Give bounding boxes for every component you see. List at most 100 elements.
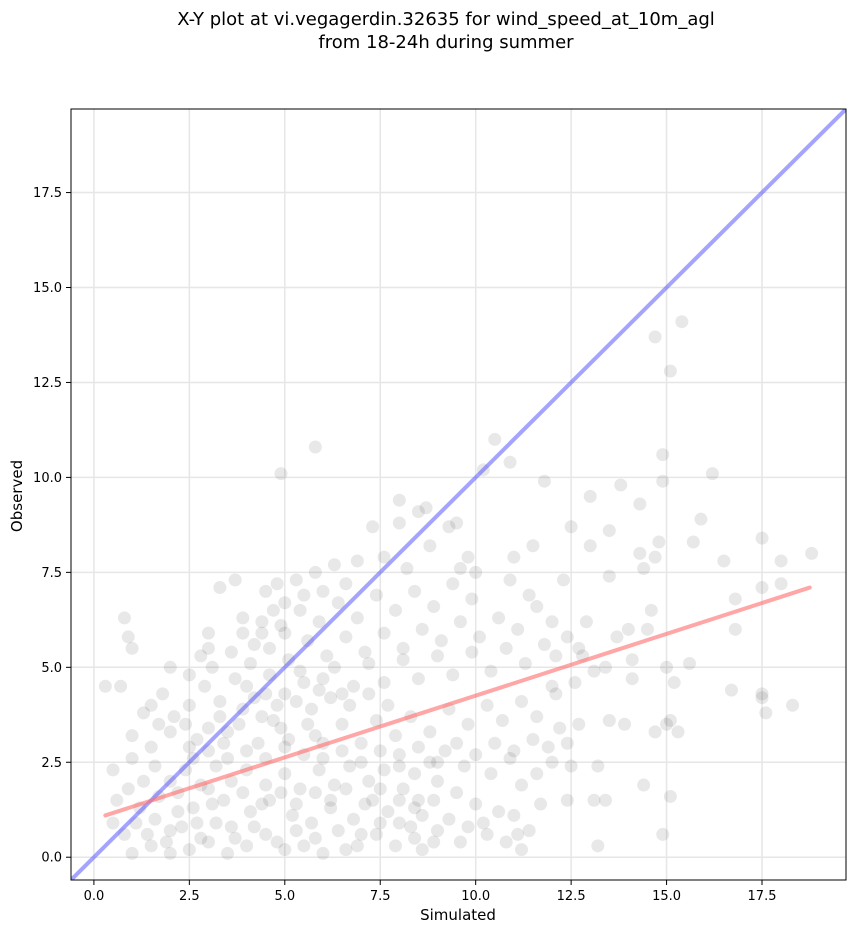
data-point xyxy=(423,755,437,769)
data-point xyxy=(503,455,517,469)
data-point xyxy=(442,520,456,534)
data-point xyxy=(201,835,215,849)
data-point xyxy=(663,364,677,378)
data-point xyxy=(396,653,410,667)
data-point xyxy=(243,657,257,671)
data-point xyxy=(125,846,139,860)
data-point xyxy=(652,535,666,549)
y-axis-ticks: 0.0 2.5 5.0 7.5 10.0 12.5 15.0 17.5 xyxy=(33,186,71,866)
data-point xyxy=(389,729,403,743)
data-point xyxy=(243,805,257,819)
data-point xyxy=(381,698,395,712)
data-point xyxy=(339,843,353,857)
data-point xyxy=(247,638,261,652)
data-point xyxy=(240,679,254,693)
data-point xyxy=(805,546,819,560)
data-point xyxy=(247,820,261,834)
data-point xyxy=(530,600,544,614)
data-point xyxy=(728,592,742,606)
data-point xyxy=(392,793,406,807)
title-line-1: X-Y plot at vi.vegagerdin.32635 for wind… xyxy=(177,9,715,30)
data-point xyxy=(442,812,456,826)
data-point xyxy=(331,824,345,838)
data-point xyxy=(786,698,800,712)
data-point xyxy=(755,691,769,705)
data-point xyxy=(163,725,177,739)
data-point xyxy=(755,581,769,595)
data-point xyxy=(717,554,731,568)
data-point xyxy=(274,619,288,633)
data-point xyxy=(396,641,410,655)
data-point xyxy=(755,687,769,701)
data-point xyxy=(572,641,586,655)
data-point xyxy=(602,524,616,538)
x-tick-label: 12.5 xyxy=(557,889,586,904)
data-point xyxy=(377,626,391,640)
data-point xyxy=(339,630,353,644)
data-point xyxy=(614,478,628,492)
data-point xyxy=(354,827,368,841)
data-point xyxy=(255,797,269,811)
data-point xyxy=(587,664,601,678)
data-point xyxy=(201,721,215,735)
data-point xyxy=(648,725,662,739)
data-point xyxy=(381,805,395,819)
data-point xyxy=(293,664,307,678)
data-point xyxy=(125,751,139,765)
data-point xyxy=(560,736,574,750)
data-point xyxy=(305,702,319,716)
data-point xyxy=(461,820,475,834)
data-point xyxy=(476,816,490,830)
data-point xyxy=(572,717,586,731)
data-point xyxy=(224,774,238,788)
fit-line xyxy=(103,585,812,818)
data-point xyxy=(419,501,433,515)
data-point xyxy=(198,679,212,693)
data-point xyxy=(598,660,612,674)
data-point xyxy=(434,634,448,648)
data-point xyxy=(625,653,639,667)
data-point xyxy=(137,706,151,720)
data-point xyxy=(545,679,559,693)
data-point xyxy=(106,816,120,830)
data-point xyxy=(694,512,708,526)
data-point xyxy=(308,565,322,579)
data-point xyxy=(564,759,578,773)
data-point xyxy=(522,588,536,602)
x-tick-label: 0.0 xyxy=(84,889,105,904)
y-tick-label: 5.0 xyxy=(41,661,62,676)
data-point xyxy=(289,824,303,838)
data-point xyxy=(366,520,380,534)
data-point xyxy=(408,831,422,845)
data-point xyxy=(591,759,605,773)
y-axis-label: Observed xyxy=(8,460,26,532)
data-point xyxy=(369,713,383,727)
data-point xyxy=(446,577,460,591)
data-point xyxy=(335,687,349,701)
data-point xyxy=(339,577,353,591)
data-point xyxy=(335,744,349,758)
data-point xyxy=(534,797,548,811)
data-point xyxy=(140,827,154,841)
data-point xyxy=(682,657,696,671)
data-point xyxy=(415,843,429,857)
data-point xyxy=(453,615,467,629)
reference-lines xyxy=(71,109,846,880)
data-point xyxy=(415,622,429,636)
x-tick-label: 10.0 xyxy=(461,889,490,904)
data-point xyxy=(450,736,464,750)
data-point xyxy=(125,729,139,743)
data-point xyxy=(560,630,574,644)
data-point xyxy=(251,736,265,750)
data-point xyxy=(228,672,242,686)
data-point xyxy=(114,679,128,693)
data-point xyxy=(400,562,414,576)
data-point xyxy=(327,558,341,572)
data-point xyxy=(221,846,235,860)
data-point xyxy=(308,831,322,845)
data-point xyxy=(453,835,467,849)
data-point xyxy=(236,611,250,625)
data-point xyxy=(274,721,288,735)
data-point xyxy=(106,763,120,777)
